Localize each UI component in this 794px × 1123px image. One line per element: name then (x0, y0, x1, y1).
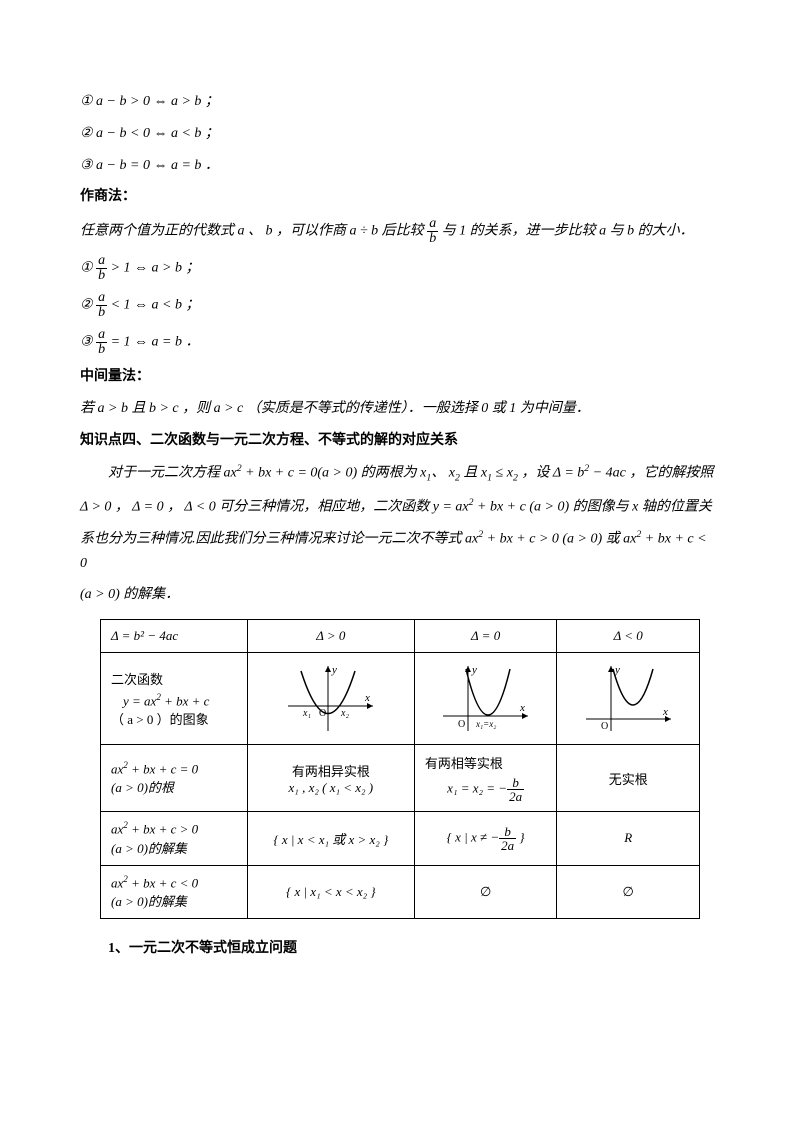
cell-graph-gt0: x y x₁ O x₂ (247, 653, 414, 745)
quotient-desc: 任意两个值为正的代数式 a 、 b ，可以作商 a ÷ b 后比较 ab 与 1… (80, 217, 714, 246)
svg-text:y: y (471, 664, 477, 676)
mid-title: 中间量法： (80, 365, 714, 389)
svg-text:x: x (519, 702, 525, 714)
svg-text:x₂: x₂ (340, 708, 349, 719)
text: 与 1 的关系，进一步比较 a 与 b 的大小． (442, 224, 694, 239)
parabola-one-root-icon: x y O x₁=x₂ (438, 661, 533, 736)
text: （ a > 0 ）的图象 (111, 709, 237, 728)
svg-text:x₁: x₁ (302, 708, 311, 719)
mid-desc: 若 a > b 且 b > c ，则 a > c （实质是不等式的传递性）．一般… (80, 397, 714, 421)
svg-text:x: x (364, 692, 370, 704)
parabola-two-roots-icon: x y x₁ O x₂ (283, 661, 378, 736)
cell-graph-lt0: x y O (557, 653, 700, 745)
cell-roots-gt0: 有两相异实根 x₁ , x₂ ( x₁ < x₂ ) (247, 745, 414, 812)
quotient-title: 作商法： (80, 185, 714, 209)
page-content: ① a − b > 0 ⇔ a > b ； ② a − b < 0 ⇔ a < … (0, 0, 794, 1029)
text: 任意两个值为正的代数式 a 、 b ，可以作商 a ÷ b 后比较 (80, 224, 427, 239)
th-gt0: Δ > 0 (247, 620, 414, 653)
parabola-no-root-icon: x y O (581, 661, 676, 736)
svg-text:O: O (319, 708, 326, 719)
table-row-lt-set: ax2 + bx + c < 0 (a > 0)的解集 { x | x₁ < x… (101, 865, 700, 918)
line-3: ③ a − b = 0 ⇔ a = b ． (80, 154, 714, 178)
cell-lt-eq0: ∅ (414, 865, 557, 918)
svg-text:O: O (458, 719, 465, 730)
k4-title: 知识点四、二次函数与一元二次方程、不等式的解的对应关系 (80, 429, 714, 453)
final-heading: 1、一元二次不等式恒成立问题 (80, 937, 714, 961)
quadratic-table: Δ = b² − 4ac Δ > 0 Δ = 0 Δ < 0 二次函数 y = … (100, 619, 700, 919)
cell-lt-label: ax2 + bx + c < 0 (a > 0)的解集 (101, 865, 248, 918)
cell-graph-eq0: x y O x₁=x₂ (414, 653, 557, 745)
text: 二次函数 (111, 669, 237, 688)
th-delta: Δ = b² − 4ac (101, 620, 248, 653)
k4-para3: 系也分为三种情况.因此我们分三种情况来讨论一元二次不等式 ax2 + bx + … (80, 527, 714, 575)
svg-text:x: x (662, 706, 668, 718)
k4-para4: (a > 0) 的解集． (80, 583, 714, 607)
cell-gt-lt0: R (557, 812, 700, 865)
k4-para2: Δ > 0 ， Δ = 0 ， Δ < 0 可分三种情况，相应地，二次函数 y … (80, 495, 714, 519)
cell-lt-lt0: ∅ (557, 865, 700, 918)
cell-gt-eq0: { x | x ≠ −b2a } (414, 812, 557, 865)
quotient-rule-1: ① ab > 1 ⇔ a > b ； (80, 254, 714, 283)
table-row-gt-set: ax2 + bx + c > 0 (a > 0)的解集 { x | x < x₁… (101, 812, 700, 865)
cell-gt-gt0: { x | x < x₁ 或 x > x₂ } (247, 812, 414, 865)
fraction-a-b: ab (427, 217, 438, 246)
svg-text:O: O (601, 721, 608, 732)
th-lt0: Δ < 0 (557, 620, 700, 653)
cell-lt-gt0: { x | x₁ < x < x₂ } (247, 865, 414, 918)
table-header-row: Δ = b² − 4ac Δ > 0 Δ = 0 Δ < 0 (101, 620, 700, 653)
cell-roots-eq0: 有两相等实根 x₁ = x₂ = −b2a (414, 745, 557, 812)
svg-text:y: y (331, 664, 337, 676)
line-1: ① a − b > 0 ⇔ a > b ； (80, 90, 714, 114)
th-eq0: Δ = 0 (414, 620, 557, 653)
line-2: ② a − b < 0 ⇔ a < b ； (80, 122, 714, 146)
table-row-roots: ax2 + bx + c = 0 (a > 0)的根 有两相异实根 x₁ , x… (101, 745, 700, 812)
svg-text:y: y (614, 664, 620, 676)
cell-roots-lt0: 无实根 (557, 745, 700, 812)
cell-gt-label: ax2 + bx + c > 0 (a > 0)的解集 (101, 812, 248, 865)
cell-roots-label: ax2 + bx + c = 0 (a > 0)的根 (101, 745, 248, 812)
table-row-graph: 二次函数 y = ax2 + bx + c （ a > 0 ）的图象 x y x… (101, 653, 700, 745)
quotient-rule-3: ③ ab = 1 ⇔ a = b ． (80, 328, 714, 357)
text: y = ax2 + bx + c (123, 692, 237, 709)
svg-text:x₁=x₂: x₁=x₂ (475, 719, 496, 729)
cell-graph-label: 二次函数 y = ax2 + bx + c （ a > 0 ）的图象 (101, 653, 248, 745)
quotient-rule-2: ② ab < 1 ⇔ a < b ； (80, 291, 714, 320)
k4-para1: 对于一元二次方程 ax2 + bx + c = 0(a > 0) 的两根为 x1… (80, 461, 714, 487)
